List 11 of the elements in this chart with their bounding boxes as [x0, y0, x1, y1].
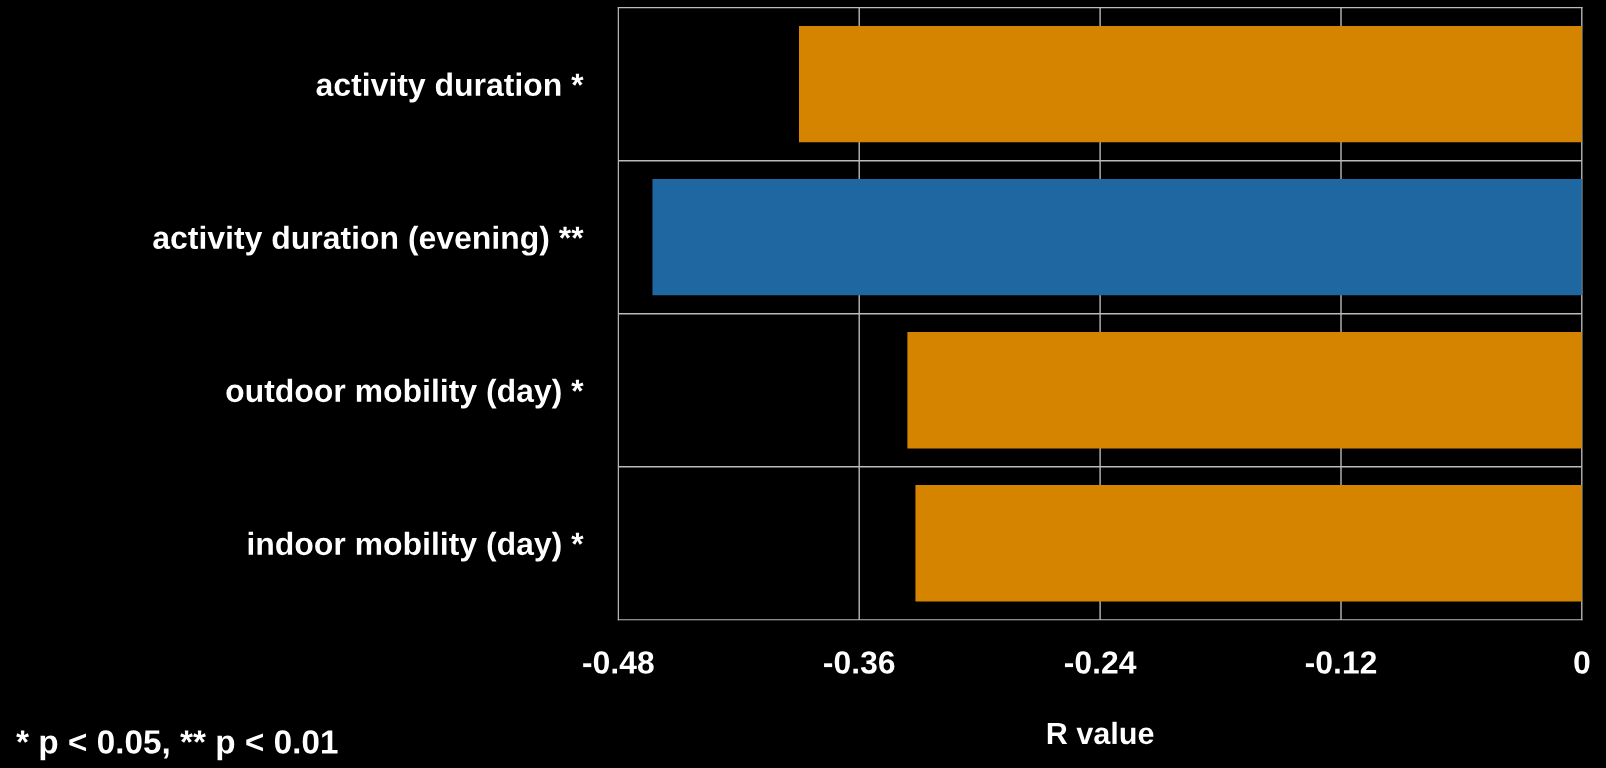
text: * p < 0.05, ** p < 0.01: [16, 730, 338, 761]
y-tick-label: outdoor mobility (day) *: [226, 378, 584, 409]
x-tick-label: -0.12: [1305, 651, 1377, 674]
x-tick-label: -0.36: [824, 651, 895, 674]
x-tick-label: -0.48: [583, 651, 654, 674]
y-tick-label: indoor mobility (day) *: [248, 531, 584, 562]
x-tick-label: 0: [1574, 651, 1590, 674]
x-tick-label: -0.24: [1064, 651, 1137, 674]
y-tick-label: activity duration *: [316, 72, 584, 103]
x-axis-title: R value: [1047, 721, 1154, 745]
y-tick-label: activity duration (evening) **: [153, 225, 584, 256]
